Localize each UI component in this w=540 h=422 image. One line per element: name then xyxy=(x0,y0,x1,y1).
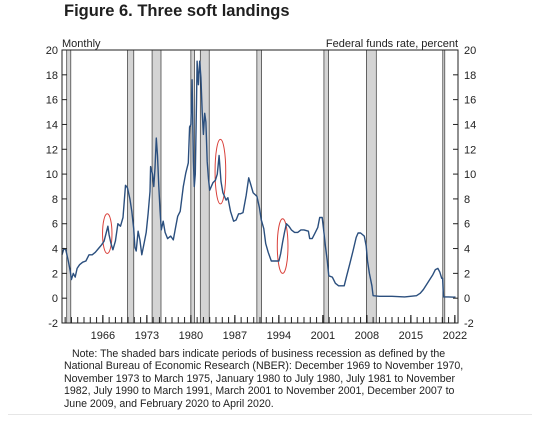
y-tick-label-left: 14 xyxy=(46,119,58,131)
recession-bar xyxy=(127,49,135,324)
chart: -2 -2 0 0 2 2 4 4 6 6 8 8 10 10 12 12 14 14 16 16 18 18 20 20 19… xyxy=(46,38,477,342)
x-tick-label: 2001 xyxy=(311,330,335,342)
divider xyxy=(8,414,532,415)
y-tick-label-left: 16 xyxy=(46,95,58,107)
recession-bars xyxy=(66,49,446,324)
left-axis-label: Monthly xyxy=(62,38,101,50)
y-tick-label-right: 0 xyxy=(464,293,470,305)
y-tick-label-left: 0 xyxy=(52,293,58,305)
figure-title: Figure 6. Three soft landings xyxy=(64,2,290,20)
y-tick-label-right: 14 xyxy=(464,119,476,131)
highlight-ellipses xyxy=(102,138,289,274)
y-tick-label-left: 10 xyxy=(46,169,58,181)
y-tick-label-left: 8 xyxy=(52,194,58,206)
right-axis-label: Federal funds rate, percent xyxy=(326,38,458,50)
x-tick-label: 1980 xyxy=(179,330,203,342)
soft-landing-ellipse xyxy=(102,213,113,255)
recession-bar xyxy=(66,49,72,324)
y-tick-label-right: 12 xyxy=(464,144,476,156)
y-tick-label-left: 12 xyxy=(46,144,58,156)
y-tick-label-left: 2 xyxy=(52,268,58,280)
y-tick-label-right: -2 xyxy=(464,318,474,330)
soft-landing-ellipse xyxy=(214,138,227,205)
x-tick-label: 2008 xyxy=(355,330,379,342)
y-tick-label-right: 18 xyxy=(464,70,476,82)
chart-note: Note: The shaded bars indicate periods o… xyxy=(64,348,464,410)
fed-funds-rate-line xyxy=(61,60,456,298)
y-tick-label-right: 6 xyxy=(464,219,470,231)
x-tick-label: 1973 xyxy=(135,330,159,342)
x-tick-label: 2022 xyxy=(443,330,467,342)
y-tick-label-right: 20 xyxy=(464,45,476,57)
soft-landing-ellipse xyxy=(276,218,289,274)
y-tick-label-left: 20 xyxy=(46,45,58,57)
y-tick-label-right: 16 xyxy=(464,95,476,107)
y-tick-label-left: 6 xyxy=(52,219,58,231)
x-tick-label: 1987 xyxy=(223,330,247,342)
recession-bar xyxy=(256,49,262,324)
y-tick-label-left: -2 xyxy=(48,318,58,330)
y-tick-label-right: 8 xyxy=(464,194,470,206)
y-tick-label-right: 10 xyxy=(464,169,476,181)
x-tick-label: 1966 xyxy=(91,330,115,342)
y-tick-label-left: 18 xyxy=(46,70,58,82)
y-tick-label-right: 2 xyxy=(464,268,470,280)
x-tick-label: 1994 xyxy=(267,330,291,342)
x-tick-label: 2015 xyxy=(399,330,423,342)
y-tick-label-right: 4 xyxy=(464,244,470,256)
axes: -2 -2 0 0 2 2 4 4 6 6 8 8 10 10 12 12 14 14 16 16 18 18 20 20 19… xyxy=(46,45,477,342)
series-line-layer xyxy=(61,60,456,298)
y-tick-label-left: 4 xyxy=(52,244,58,256)
recession-bar xyxy=(323,49,329,324)
